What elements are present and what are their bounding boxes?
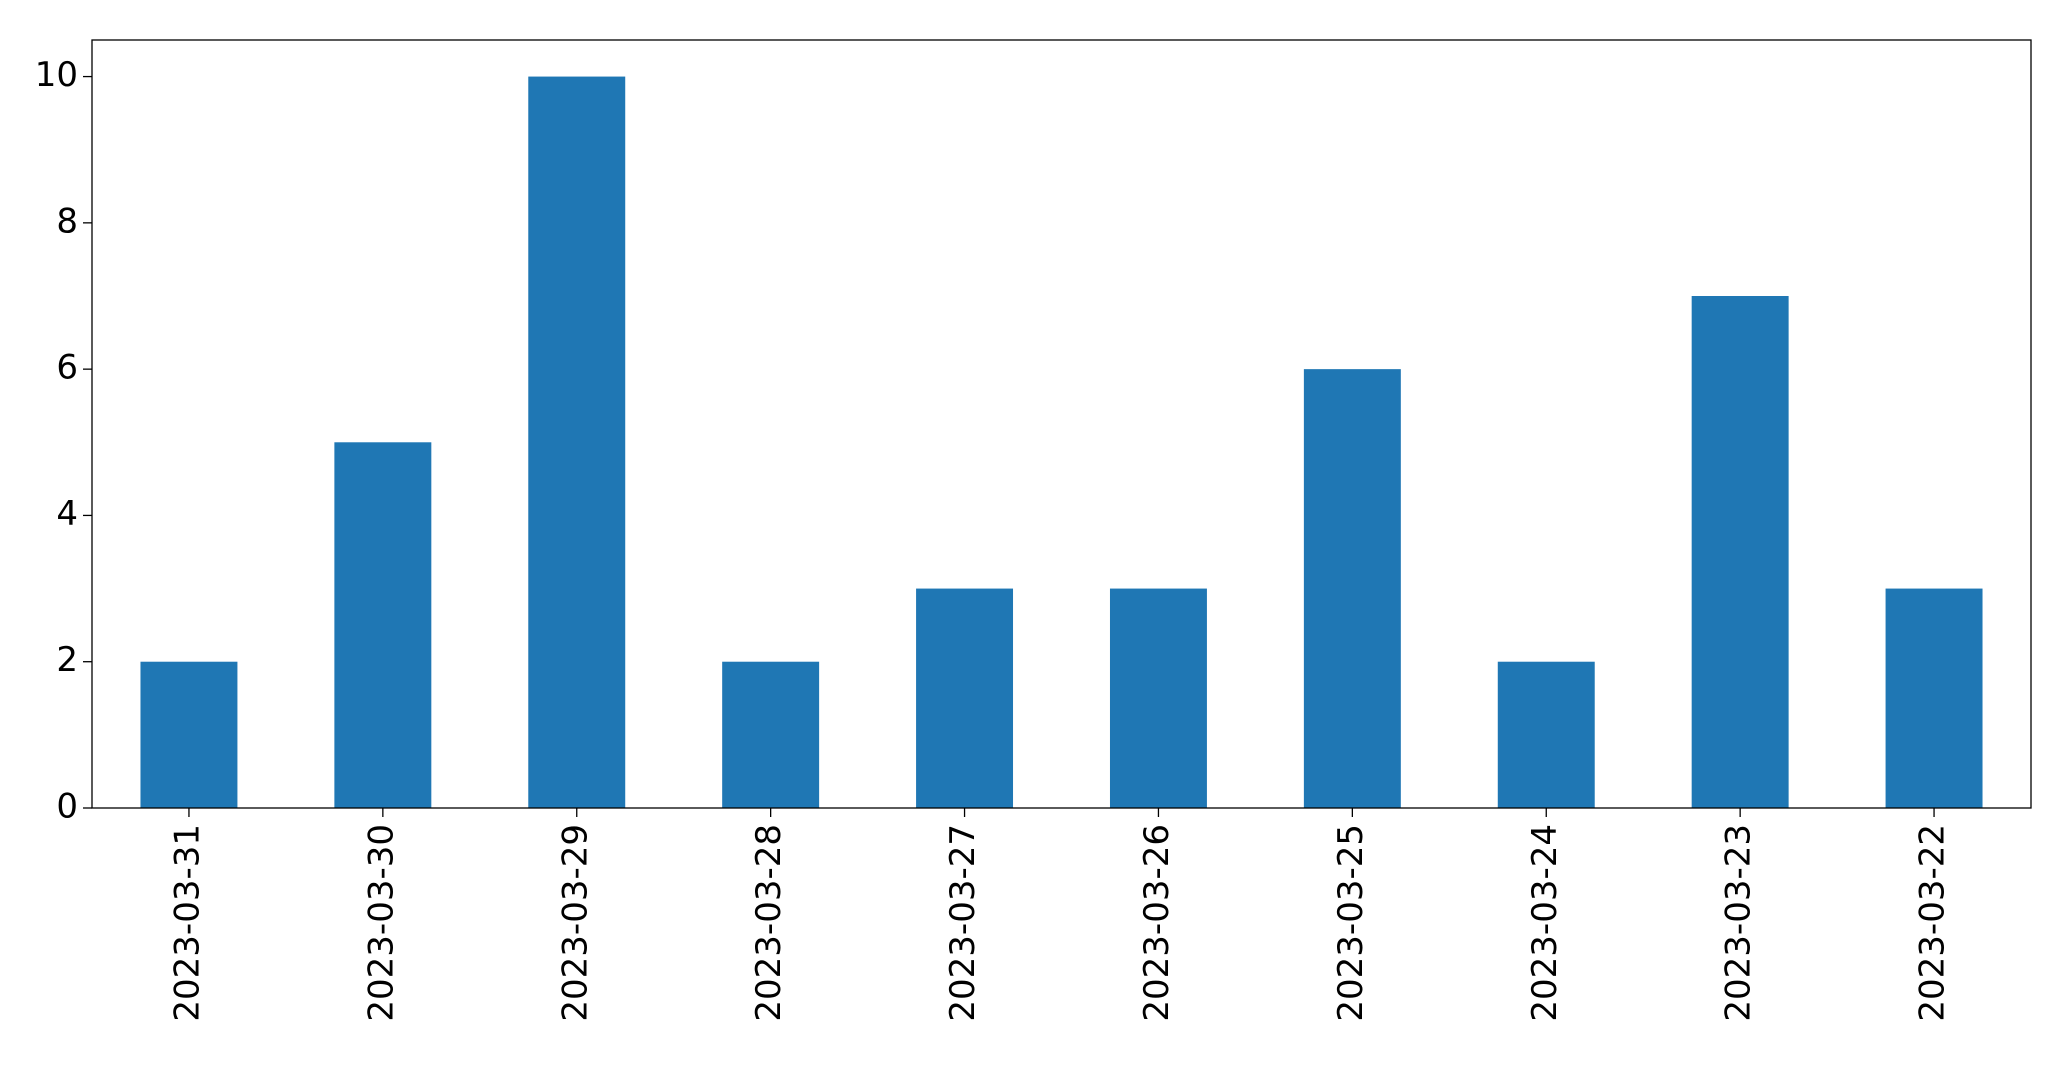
x-tick-label: 2023-03-24: [1525, 824, 1565, 1022]
y-tick-label: 4: [56, 494, 78, 534]
y-tick-label: 2: [56, 640, 78, 680]
bar: [1109, 588, 1207, 808]
x-tick-label: 2023-03-29: [555, 824, 595, 1022]
y-tick-label: 6: [56, 348, 78, 388]
x-tick-label: 2023-03-30: [361, 824, 401, 1022]
bar: [1885, 588, 1983, 808]
x-tick-label: 2023-03-23: [1719, 824, 1759, 1022]
x-tick-label: 2023-03-28: [749, 824, 789, 1022]
y-tick-label: 8: [56, 201, 78, 241]
x-tick-label: 2023-03-25: [1331, 824, 1371, 1022]
bar: [1497, 661, 1595, 808]
bar: [528, 76, 626, 809]
bar: [1691, 296, 1789, 808]
x-tick-label: 2023-03-26: [1137, 824, 1177, 1022]
bar: [1303, 369, 1401, 808]
bar: [334, 442, 432, 808]
bar: [916, 588, 1014, 808]
plot-frame: [91, 39, 2032, 809]
bar: [140, 661, 238, 808]
y-tick-label: 10: [35, 55, 78, 95]
x-tick-label: 2023-03-27: [943, 824, 983, 1022]
y-tick-label: 0: [56, 787, 78, 827]
bar: [722, 661, 820, 808]
x-tick-label: 2023-03-22: [1913, 824, 1953, 1022]
x-tick-label: 2023-03-31: [167, 824, 207, 1022]
